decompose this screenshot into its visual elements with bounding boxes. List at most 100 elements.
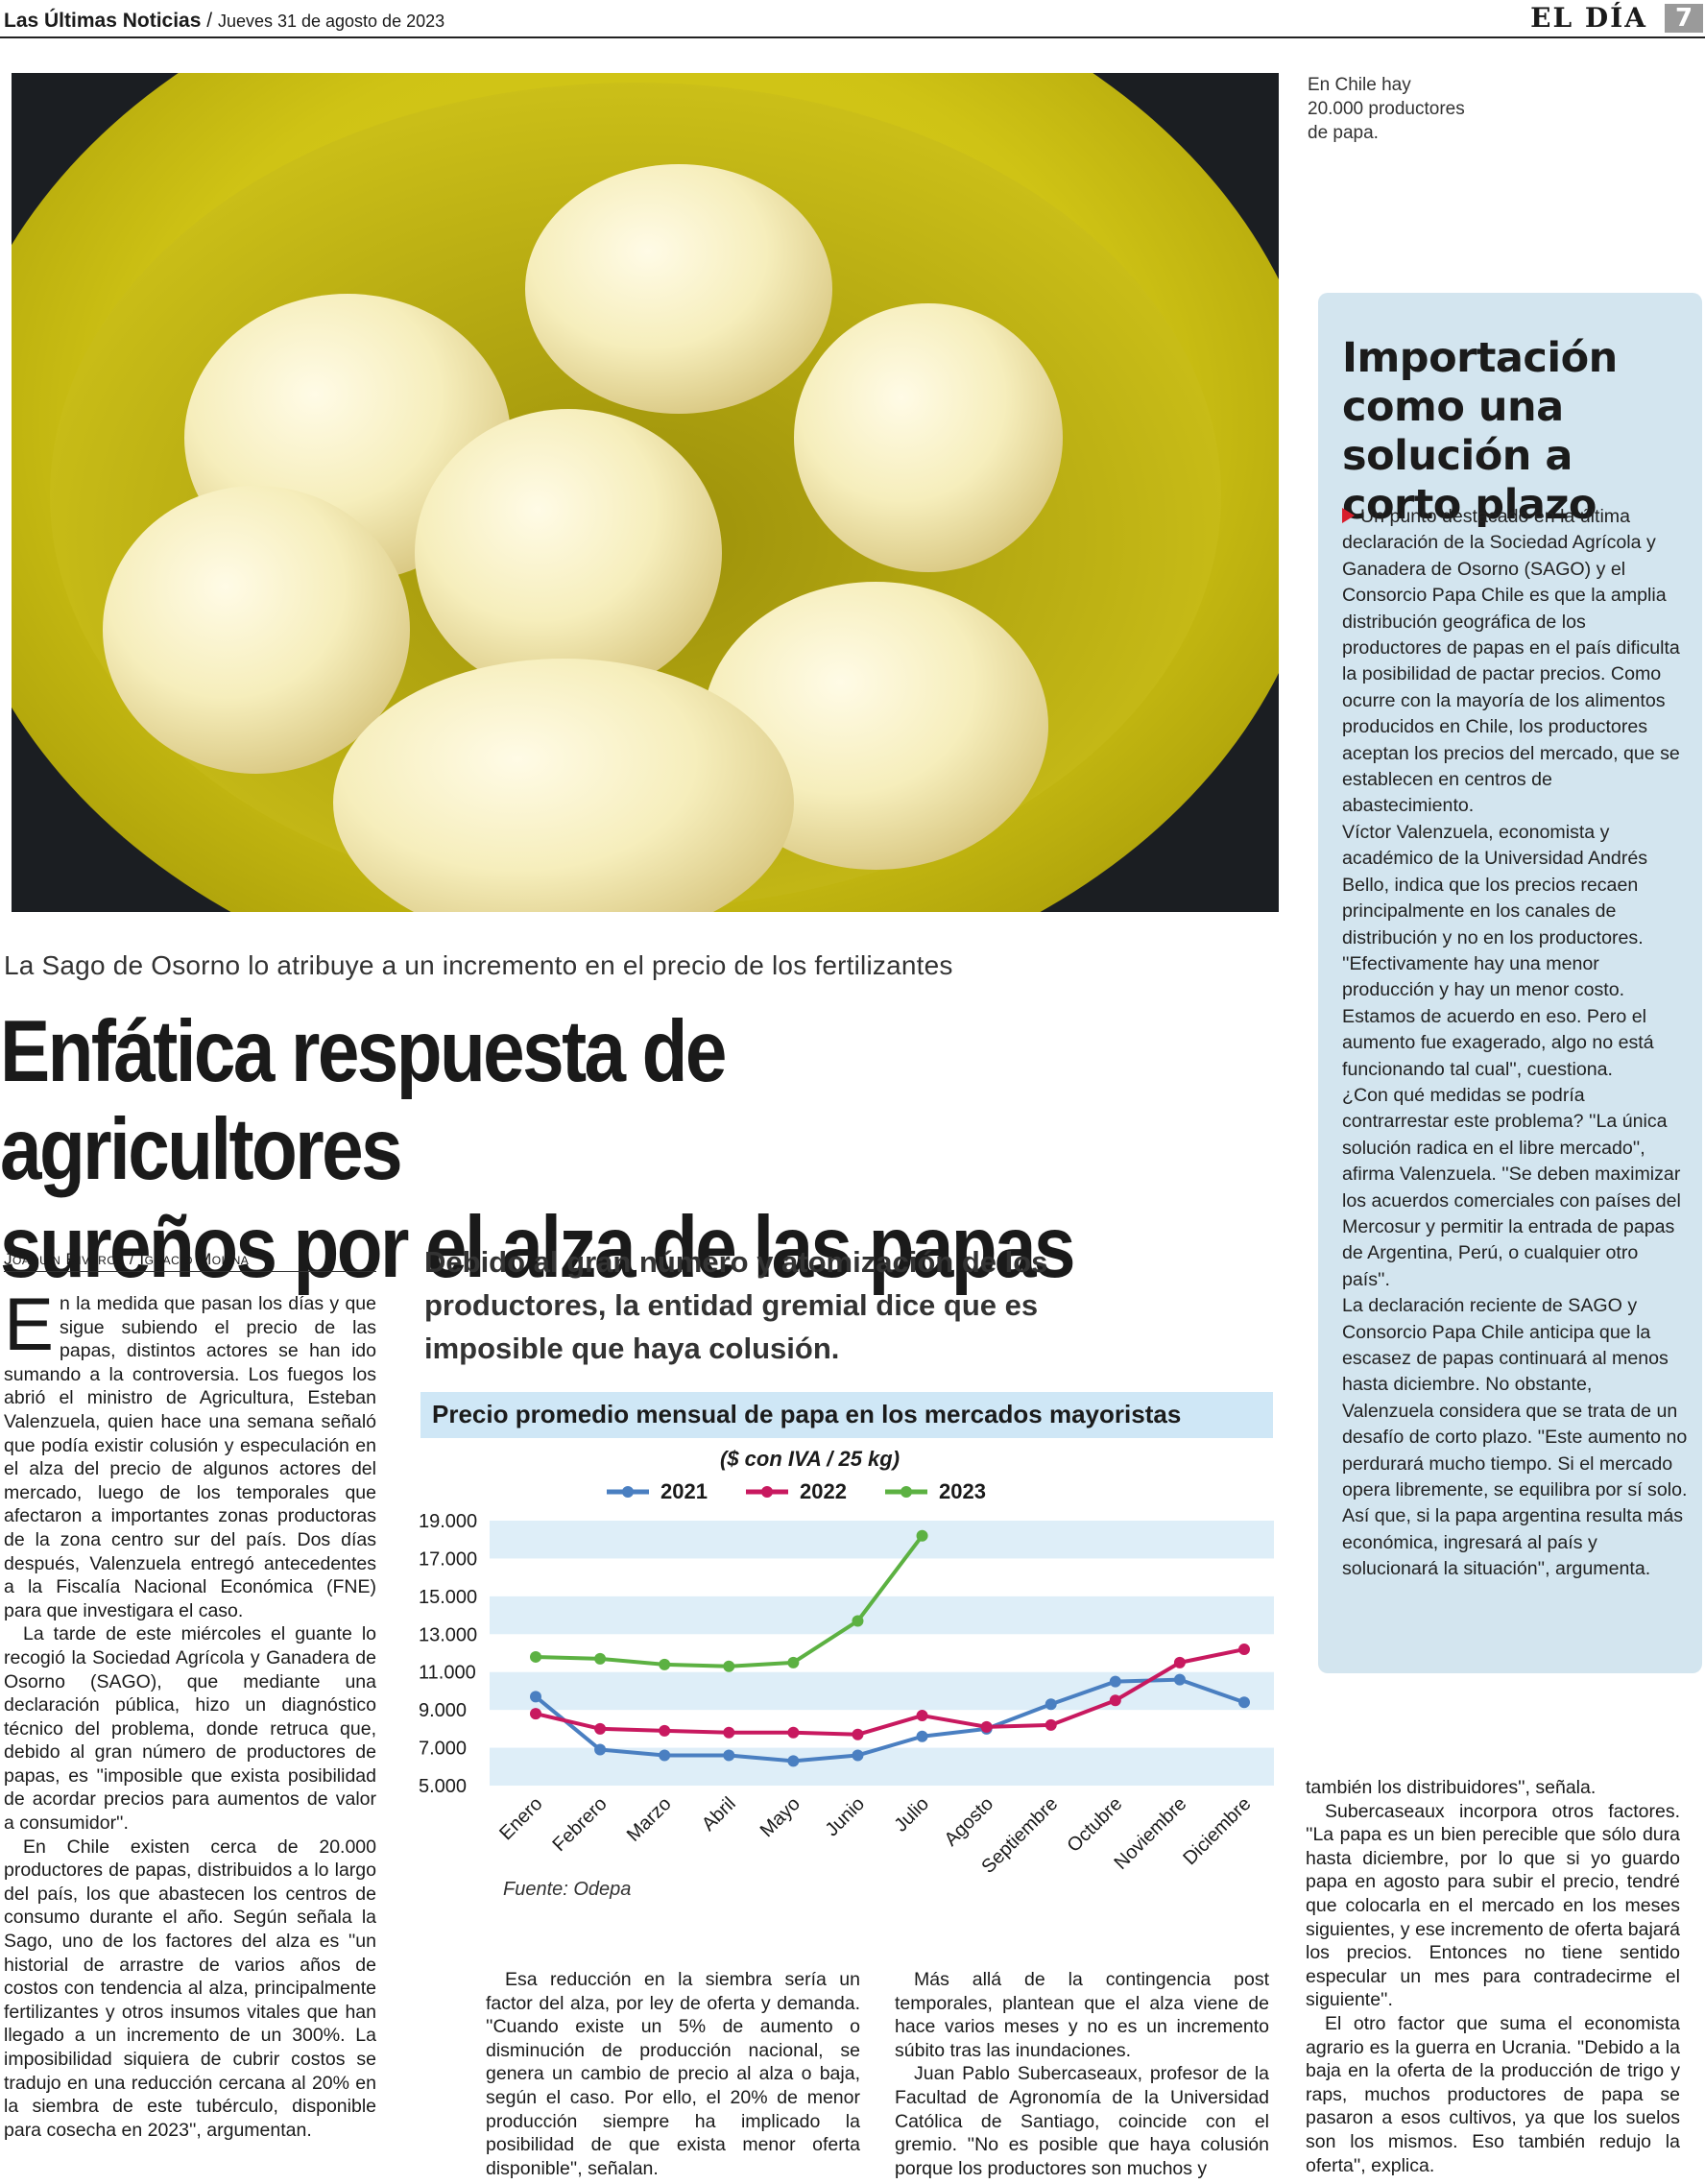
x-tick-label: Mayo [756, 1793, 804, 1841]
chart-title-bar [420, 1392, 1273, 1438]
data-point [723, 1660, 735, 1672]
photo-caption: En Chile hay 20.000 productores de papa. [1308, 75, 1465, 143]
data-point [659, 1749, 671, 1762]
sidebar-body: Un punto destacado en la última declarac… [1342, 504, 1688, 1583]
data-point [530, 1650, 541, 1663]
data-point [980, 1720, 993, 1733]
publication-header: Las Últimas Noticias / Jueves 31 de agos… [4, 10, 444, 33]
y-tick-label: 5.000 [419, 1776, 467, 1797]
potatoes-bowl-illustration [12, 73, 1279, 912]
y-tick-label: 15.000 [419, 1587, 477, 1608]
dropcap: E [4, 1282, 55, 1366]
legend-label: 2023 [939, 1479, 986, 1503]
page-number: 7 [1665, 4, 1703, 33]
data-point [1238, 1644, 1250, 1656]
data-point [1109, 1675, 1121, 1688]
article-column-3: Más allá de la contingencia post tempora… [895, 1968, 1269, 2180]
data-point [1173, 1656, 1186, 1668]
article-paragraph: En Chile existen cerca de 20.000 product… [4, 1836, 376, 2141]
deck: Debido al gran número y atomización de l… [424, 1245, 1048, 1365]
sidebar-paragraph: La declaración reciente de SAGO y Consor… [1342, 1295, 1688, 1580]
chart-subtitle: ($ con IVA / 25 kg) [720, 1447, 901, 1471]
y-tick-label: 17.000 [419, 1548, 477, 1570]
x-tick-label: Diciembre [1179, 1793, 1255, 1869]
data-point [530, 1708, 541, 1720]
article-paragraph: Esa reducción en la siembra sería un fac… [486, 1969, 860, 2179]
x-tick-label: Agosto [941, 1793, 998, 1851]
legend-marker [901, 1486, 912, 1498]
chart-band [490, 1671, 1274, 1711]
headline-line: sureños por el alza de las papas [0, 1199, 1075, 1296]
data-point [1045, 1698, 1057, 1711]
triangle-bullet-icon [1342, 508, 1355, 523]
legend-label: 2021 [660, 1479, 708, 1503]
headline-line: Enfática respuesta de agricultores [0, 1003, 727, 1198]
publication-name: Las Últimas Noticias [4, 10, 202, 32]
legend-marker [761, 1486, 773, 1498]
article-paragraph: Subercaseaux incorpora otros factores. '… [1306, 1800, 1680, 2011]
data-point [852, 1728, 864, 1740]
x-tick-label: Marzo [623, 1793, 676, 1846]
byline: Joaquín Riveros / Ignacio Molina [4, 1250, 376, 1272]
y-tick-label: 11.000 [419, 1663, 476, 1684]
article-paragraph: también los distribuidores'', señala. [1306, 1777, 1597, 1798]
article-paragraph: La tarde de este miércoles el guante lo … [4, 1623, 376, 1835]
publication-date: Jueves 31 de agosto de 2023 [217, 12, 445, 31]
article-paragraph: n la medida que pasan los días y que sig… [4, 1293, 376, 1621]
article-column-4: también los distribuidores'', señala. Su… [1306, 1776, 1680, 2177]
x-tick-label: Enero [495, 1793, 546, 1844]
data-point [787, 1755, 800, 1767]
legend-label: 2022 [800, 1479, 847, 1503]
sidebar-title: Importación como una solución a corto pl… [1342, 334, 1618, 529]
data-point [723, 1726, 735, 1739]
series-line [534, 1677, 1245, 1764]
kicker: La Sago de Osorno lo atribuye a un incre… [4, 950, 953, 980]
y-tick-label: 9.000 [419, 1700, 467, 1721]
data-point [594, 1722, 607, 1735]
y-tick-label: 7.000 [419, 1739, 467, 1760]
data-point [787, 1726, 800, 1739]
section-name: EL DÍA [1530, 2, 1647, 34]
chart-title: Precio promedio mensual de papa en los m… [432, 1400, 1182, 1428]
data-point [659, 1724, 671, 1737]
data-point [916, 1529, 928, 1542]
price-line-chart: 19.000 17.000 15.000 13.000 11.000 9.000 7.000… [419, 1479, 1274, 1878]
data-point [852, 1615, 864, 1627]
sidebar-paragraph: Un punto destacado en la última declarac… [1342, 506, 1680, 817]
chart-band [490, 1596, 1274, 1635]
header-separator: / [206, 10, 213, 32]
x-tick-label: Julio [890, 1793, 933, 1836]
chart-band [490, 1747, 1274, 1786]
y-tick-label: 13.000 [419, 1624, 477, 1645]
data-point [1045, 1718, 1057, 1731]
potatoes-photo [12, 73, 1279, 912]
x-tick-label: Octubre [1063, 1793, 1126, 1857]
article-paragraph: El otro factor que suma el economista ag… [1306, 2012, 1680, 2176]
x-tick-label: Abril [698, 1793, 740, 1836]
article-column-2: Esa reducción en la siembra sería un fac… [486, 1968, 860, 2180]
series-line [535, 1647, 1245, 1737]
data-point [916, 1730, 928, 1742]
data-point [916, 1710, 928, 1722]
headline: Enfática respuesta de agricultores sureñ… [0, 1003, 1123, 1297]
sidebar-paragraph: Víctor Valenzuela, economista y académic… [1342, 821, 1654, 1080]
data-point [723, 1749, 735, 1762]
y-tick-label: 19.000 [419, 1511, 477, 1532]
sidebar-box [1318, 293, 1702, 1673]
data-point [594, 1743, 607, 1756]
data-point [787, 1656, 800, 1668]
chart-source: Fuente: Odepa [503, 1879, 632, 1900]
data-point [530, 1691, 541, 1703]
x-tick-label: Junio [822, 1793, 869, 1840]
legend-marker [622, 1486, 634, 1498]
chart-band [490, 1521, 1274, 1559]
header-rule [0, 36, 1705, 38]
data-point [1238, 1696, 1250, 1709]
x-tick-label: Febrero [549, 1793, 612, 1856]
data-point [659, 1658, 671, 1670]
article-paragraph: Más allá de la contingencia post tempora… [895, 1969, 1269, 2061]
data-point [852, 1749, 864, 1762]
data-point [1109, 1694, 1121, 1707]
data-point [1173, 1673, 1186, 1686]
